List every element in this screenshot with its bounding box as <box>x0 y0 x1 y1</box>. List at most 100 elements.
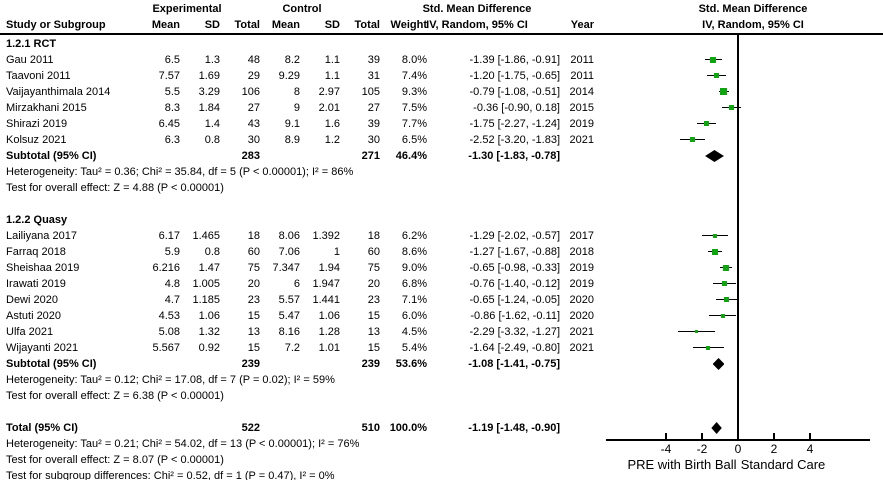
cell-name: Wijayanti 2021 <box>6 342 79 354</box>
cell-name: Mirzakhani 2015 <box>6 102 87 114</box>
cell-ci: -0.86 [-1.62, -0.11] <box>470 310 560 322</box>
study-row: Taavoni 2011 7.57 1.69 29 9.29 1.1 31 7.4% -1.20… <box>0 68 883 84</box>
cell-mean2: 9.1 <box>284 118 300 130</box>
subgroup-title-row: 1.2.2 Quasy <box>0 212 883 228</box>
cell-ci: -0.65 [-0.98, -0.33] <box>469 262 561 274</box>
cell-ci: -2.52 [-3.20, -1.83] <box>469 134 561 146</box>
cell-sd1: 0.92 <box>198 342 220 354</box>
cell-subtotal-label: Subtotal (95% CI) <box>6 150 97 162</box>
cell-mean2: 7.2 <box>284 342 300 354</box>
cell-sd1: 1.465 <box>192 230 220 242</box>
overall-effect-row-text: Test for overall effect: Z = 6.38 (P < 0… <box>6 390 224 402</box>
cell-ci: -2.29 [-3.32, -1.27] <box>469 326 561 338</box>
cell-weight: 9.3% <box>401 86 427 98</box>
cell-mean1: 8.3 <box>164 102 180 114</box>
cell-ci: -0.76 [-1.40, -0.12] <box>469 278 561 290</box>
column-group-experimental: Experimental <box>152 3 222 15</box>
column-header-total-exp: Total <box>234 19 260 31</box>
study-row: Lailiyana 2017 6.17 1.465 18 8.06 1.392 18 6.2%… <box>0 228 883 244</box>
cell-weight: 46.4% <box>395 150 427 162</box>
cell-n2: 60 <box>367 246 380 258</box>
cell-total-label: Total (95% CI) <box>6 422 78 434</box>
cell-ci: -1.29 [-2.02, -0.57] <box>469 230 561 242</box>
cell-mean2: 8 <box>293 86 300 98</box>
cell-sd2: 1.1 <box>324 54 340 66</box>
cell-mean2: 9.29 <box>278 70 300 82</box>
column-header-mean-ctrl: Mean <box>271 19 300 31</box>
column-header-total-ctrl: Total <box>354 19 380 31</box>
cell-n1: 18 <box>247 230 260 242</box>
cell-n1: 30 <box>247 134 260 146</box>
cell-ci: -0.36 [-0.90, 0.18] <box>473 102 560 114</box>
cell-ci: -0.79 [-1.08, -0.51] <box>469 86 561 98</box>
cell-n1: 239 <box>241 358 260 370</box>
study-row: Kolsuz 2021 6.3 0.8 30 8.9 1.2 30 6.5% -2.52 [-3… <box>0 132 883 148</box>
cell-year: 2019 <box>569 278 594 290</box>
cell-n2: 18 <box>367 230 380 242</box>
cell-year: 2021 <box>569 326 594 338</box>
cell-weight: 7.7% <box>401 118 427 130</box>
cell-subgroup-title: 1.2.1 RCT <box>6 38 57 50</box>
cell-n2: 20 <box>367 278 380 290</box>
cell-name: Gau 2011 <box>6 54 54 66</box>
cell-mean1: 4.53 <box>158 310 180 322</box>
cell-sd2: 1.392 <box>312 230 340 242</box>
cell-n2: 31 <box>367 70 380 82</box>
column-header-sd-ctrl: SD <box>324 19 340 31</box>
cell-mean2: 8.9 <box>284 134 300 146</box>
cell-mean1: 5.9 <box>164 246 180 258</box>
cell-sd1: 0.8 <box>204 246 220 258</box>
cell-sd1: 1.005 <box>192 278 220 290</box>
heterogeneity-row-text: Heterogeneity: Tau² = 0.36; Chi² = 35.84… <box>6 166 354 178</box>
cell-sd2: 1.1 <box>324 70 340 82</box>
cell-sd1: 3.29 <box>198 86 220 98</box>
cell-ci: -1.27 [-1.67, -0.88] <box>469 246 561 258</box>
subtotal-row: Subtotal (95% CI) 283 271 46.4% -1.30 [-1.83… <box>0 148 883 164</box>
cell-n2: 39 <box>367 118 380 130</box>
cell-mean2: 6 <box>293 278 300 290</box>
cell-sd2: 2.97 <box>318 86 340 98</box>
cell-n2: 23 <box>367 294 380 306</box>
cell-ci: -1.30 [-1.83, -0.78] <box>468 150 560 162</box>
cell-n1: 522 <box>241 422 260 434</box>
cell-n1: 75 <box>247 262 260 274</box>
column-header-weight: Weight <box>390 19 427 31</box>
cell-mean1: 5.567 <box>152 342 180 354</box>
cell-n1: 20 <box>247 278 260 290</box>
study-row: Gau 2011 6.5 1.3 48 8.2 1.1 39 8.0% -1.39 [-1.86… <box>0 52 883 68</box>
cell-weight: 6.0% <box>401 310 427 322</box>
cell-sd1: 1.47 <box>198 262 220 274</box>
cell-n1: 15 <box>247 310 260 322</box>
cell-weight: 6.2% <box>401 230 427 242</box>
cell-n2: 271 <box>361 150 380 162</box>
cell-n1: 106 <box>241 86 260 98</box>
spacer-row <box>0 196 883 212</box>
cell-year: 2021 <box>569 134 594 146</box>
cell-year: 2011 <box>570 54 594 66</box>
overall-effect-row: Test for overall effect: Z = 6.38 (P < 0… <box>0 388 883 404</box>
cell-ci: -0.65 [-1.24, -0.05] <box>469 294 561 306</box>
study-row: Vaijayanthimala 2014 5.5 3.29 106 8 2.97 105 9.… <box>0 84 883 100</box>
overall-effect-row-text: Test for overall effect: Z = 4.88 (P < 0… <box>6 182 224 194</box>
cell-weight: 53.6% <box>395 358 427 370</box>
cell-mean1: 6.17 <box>158 230 180 242</box>
spacer-row <box>0 404 883 420</box>
cell-mean1: 7.57 <box>158 70 180 82</box>
column-group-control: Control <box>282 3 322 15</box>
study-row: Irawati 2019 4.8 1.005 20 6 1.947 20 6.8% -0.76 … <box>0 276 883 292</box>
cell-weight: 7.4% <box>401 70 427 82</box>
total-heterogeneity-row: Heterogeneity: Tau² = 0.21; Chi² = 54.02… <box>0 436 883 452</box>
study-row: Ulfa 2021 5.08 1.32 13 8.16 1.28 13 4.5% -2.29 [… <box>0 324 883 340</box>
cell-n1: 60 <box>247 246 260 258</box>
cell-sd1: 1.69 <box>198 70 220 82</box>
cell-n1: 29 <box>247 70 260 82</box>
cell-mean1: 4.7 <box>164 294 180 306</box>
cell-mean2: 7.06 <box>278 246 300 258</box>
cell-mean2: 5.47 <box>278 310 300 322</box>
cell-mean2: 5.57 <box>278 294 300 306</box>
cell-mean1: 6.216 <box>152 262 180 274</box>
cell-sd2: 1 <box>333 246 340 258</box>
cell-n2: 27 <box>367 102 380 114</box>
cell-year: 2020 <box>569 310 594 322</box>
column-group-smd: Std. Mean Difference <box>422 3 532 15</box>
